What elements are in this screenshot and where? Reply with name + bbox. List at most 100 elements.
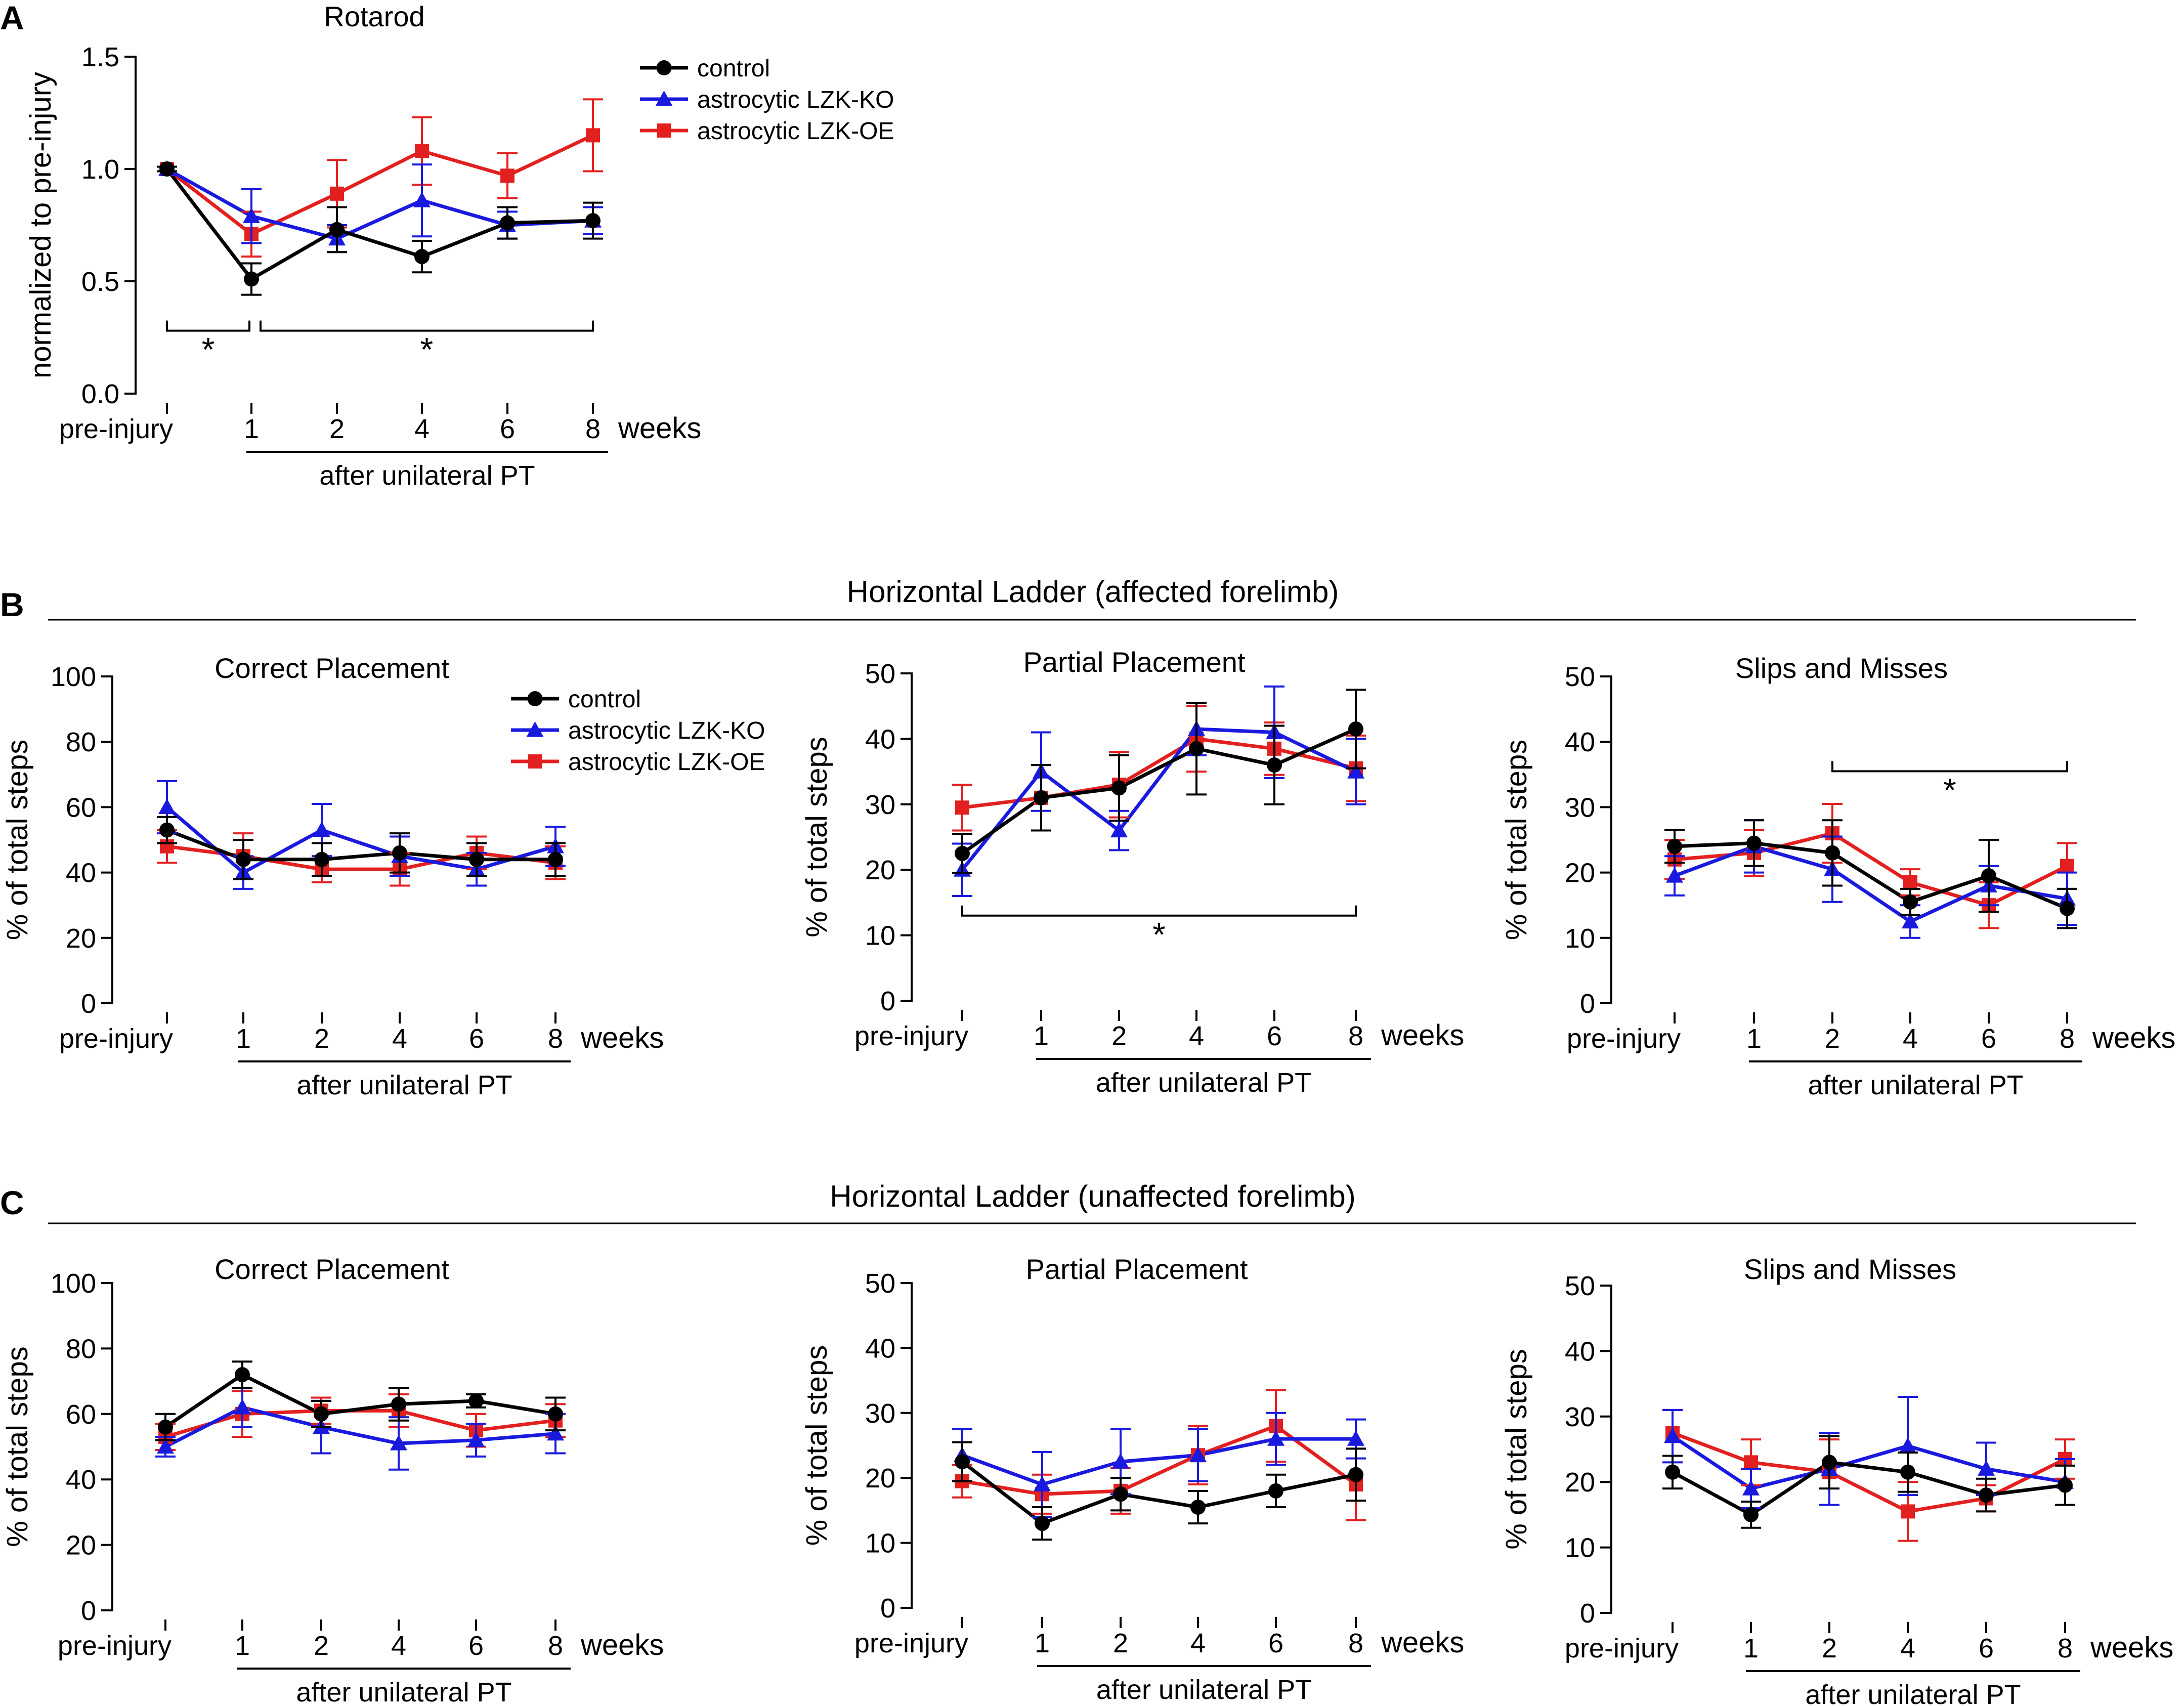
data-point-control bbox=[392, 845, 407, 861]
x-tick-label: 2 bbox=[1822, 1633, 1837, 1664]
data-point-astrocytic-lzk-ko bbox=[467, 1431, 485, 1447]
data-point-astrocytic-lzk-oe bbox=[1901, 1504, 1915, 1519]
data-point-control bbox=[1743, 1507, 1759, 1522]
significance-star: * bbox=[420, 331, 434, 368]
data-point-control bbox=[1822, 1455, 1837, 1470]
chart-title: Slips and Misses bbox=[1735, 652, 1948, 684]
x-tick-label: 4 bbox=[414, 414, 430, 444]
data-point-astrocytic-lzk-ko bbox=[157, 1438, 174, 1454]
y-tick-label: 1.0 bbox=[81, 154, 119, 185]
y-tick-label: 30 bbox=[865, 790, 895, 820]
y-tick-label: 0 bbox=[1580, 989, 1595, 1019]
legend-marker bbox=[527, 691, 543, 706]
series-line-astrocytic-lzk-ko bbox=[164, 1405, 556, 1448]
x-tick-label: pre-injury bbox=[59, 414, 173, 444]
chart-title: Correct Placement bbox=[215, 652, 449, 684]
y-tick-label: 20 bbox=[1565, 1467, 1595, 1498]
y-axis-label: % of total steps bbox=[800, 1345, 833, 1546]
y-tick-label: 0 bbox=[81, 989, 96, 1019]
x-tick-label: 6 bbox=[469, 1023, 484, 1054]
series-line-control bbox=[164, 1373, 556, 1429]
y-axis-label: % of total steps bbox=[800, 737, 833, 937]
x-units-label: weeks bbox=[1381, 1019, 1464, 1052]
x-tick-label: 6 bbox=[1981, 1023, 1996, 1054]
after-pt-label: after unilateral PT bbox=[296, 1677, 511, 1706]
x-tick-label: 4 bbox=[1900, 1633, 1915, 1664]
chart-unaffected-correct-placement: Correct Placement 0 20 40 60 80 100 % of total … bbox=[1, 1253, 664, 1706]
data-point-control bbox=[329, 222, 345, 237]
significance-star: * bbox=[202, 331, 215, 368]
x-units-label: weeks bbox=[580, 1629, 664, 1661]
data-point-control bbox=[1034, 790, 1049, 805]
data-point-control bbox=[2060, 901, 2075, 916]
chart-rotarod: Rotarod 0.0 0.5 1.0 1.5 normalized to pre-inj… bbox=[24, 1, 894, 491]
data-point-control bbox=[500, 215, 515, 231]
x-tick-label: 6 bbox=[500, 414, 515, 444]
x-tick-label: 8 bbox=[1348, 1021, 1363, 1051]
x-tick-label: 1 bbox=[1034, 1021, 1049, 1051]
data-point-control bbox=[955, 845, 970, 861]
x-tick-label: 6 bbox=[1267, 1021, 1282, 1051]
chart-title: Partial Placement bbox=[1023, 646, 1246, 678]
x-tick-label: 8 bbox=[2060, 1023, 2075, 1054]
series-line-astrocytic-lzk-ko bbox=[166, 167, 593, 241]
after-pt-label: after unilateral PT bbox=[1805, 1680, 2021, 1706]
data-point-astrocytic-lzk-ko bbox=[1666, 867, 1683, 883]
data-point-control bbox=[1667, 838, 1682, 854]
section-title-c: Horizontal Ladder (unaffected forelimb) bbox=[830, 1179, 1355, 1213]
data-point-control bbox=[1190, 1499, 1206, 1515]
data-point-control bbox=[158, 1419, 173, 1435]
data-point-astrocytic-lzk-oe bbox=[1903, 875, 1917, 889]
y-axis-label: normalized to pre-injury bbox=[24, 72, 57, 378]
data-point-control bbox=[244, 271, 259, 287]
data-point-astrocytic-lzk-ko bbox=[1902, 913, 1919, 929]
data-point-astrocytic-lzk-oe bbox=[955, 800, 969, 815]
data-point-astrocytic-lzk-ko bbox=[1978, 1460, 1995, 1476]
legend-label: astrocytic LZK-KO bbox=[568, 717, 765, 744]
series-line-control bbox=[1674, 841, 2068, 910]
data-point-astrocytic-lzk-oe bbox=[1744, 1455, 1758, 1470]
after-pt-label: after unilateral PT bbox=[296, 1070, 512, 1100]
y-tick-label: 20 bbox=[66, 1530, 96, 1561]
data-point-control bbox=[159, 822, 175, 838]
data-point-astrocytic-lzk-ko bbox=[1110, 822, 1128, 838]
y-tick-label: 40 bbox=[865, 724, 895, 754]
y-tick-label: 0.0 bbox=[81, 379, 119, 409]
y-tick-label: 40 bbox=[1565, 727, 1595, 757]
data-point-astrocytic-lzk-ko bbox=[1899, 1437, 1916, 1453]
x-tick-label: pre-injury bbox=[1565, 1633, 1679, 1664]
significance-bracket bbox=[1831, 761, 2068, 773]
y-axis-label: % of total steps bbox=[1500, 740, 1533, 941]
x-tick-label: 4 bbox=[391, 1631, 406, 1661]
x-units-label: weeks bbox=[2092, 1021, 2175, 1054]
y-tick-label: 80 bbox=[66, 727, 96, 757]
data-point-control bbox=[1746, 835, 1762, 851]
significance-star: * bbox=[1943, 771, 1956, 808]
x-tick-label: 6 bbox=[1268, 1628, 1283, 1658]
series-line-control bbox=[961, 1460, 1356, 1525]
x-tick-label: pre-injury bbox=[854, 1021, 968, 1051]
y-tick-label: 0.5 bbox=[81, 267, 119, 297]
x-tick-label: 8 bbox=[2058, 1633, 2073, 1664]
y-tick-label: 100 bbox=[51, 662, 96, 692]
data-point-astrocytic-lzk-ko bbox=[1347, 763, 1364, 779]
after-pt-label: after unilateral PT bbox=[319, 460, 535, 491]
data-point-control bbox=[955, 1454, 970, 1470]
y-tick-label: 60 bbox=[66, 1399, 96, 1430]
after-pt-label: after unilateral PT bbox=[1096, 1675, 1312, 1705]
x-units-label: weeks bbox=[618, 412, 701, 445]
x-tick-label: 6 bbox=[1979, 1633, 1994, 1664]
after-pt-label: after unilateral PT bbox=[1096, 1068, 1311, 1098]
y-tick-label: 0 bbox=[880, 1593, 895, 1624]
chart-title: Rotarod bbox=[324, 1, 424, 32]
data-point-astrocytic-lzk-ko bbox=[313, 821, 330, 837]
panel-letter-a: A bbox=[0, 0, 24, 36]
data-point-control bbox=[1900, 1464, 1915, 1480]
y-axis-label: % of total steps bbox=[1500, 1349, 1533, 1550]
y-tick-label: 40 bbox=[66, 858, 96, 888]
x-tick-label: 4 bbox=[1189, 1021, 1204, 1051]
y-axis-label: % of total steps bbox=[1, 740, 34, 941]
panel-letter-b: B bbox=[0, 586, 24, 623]
after-pt-label: after unilateral PT bbox=[1808, 1070, 2023, 1100]
x-tick-label: 8 bbox=[1348, 1628, 1363, 1658]
